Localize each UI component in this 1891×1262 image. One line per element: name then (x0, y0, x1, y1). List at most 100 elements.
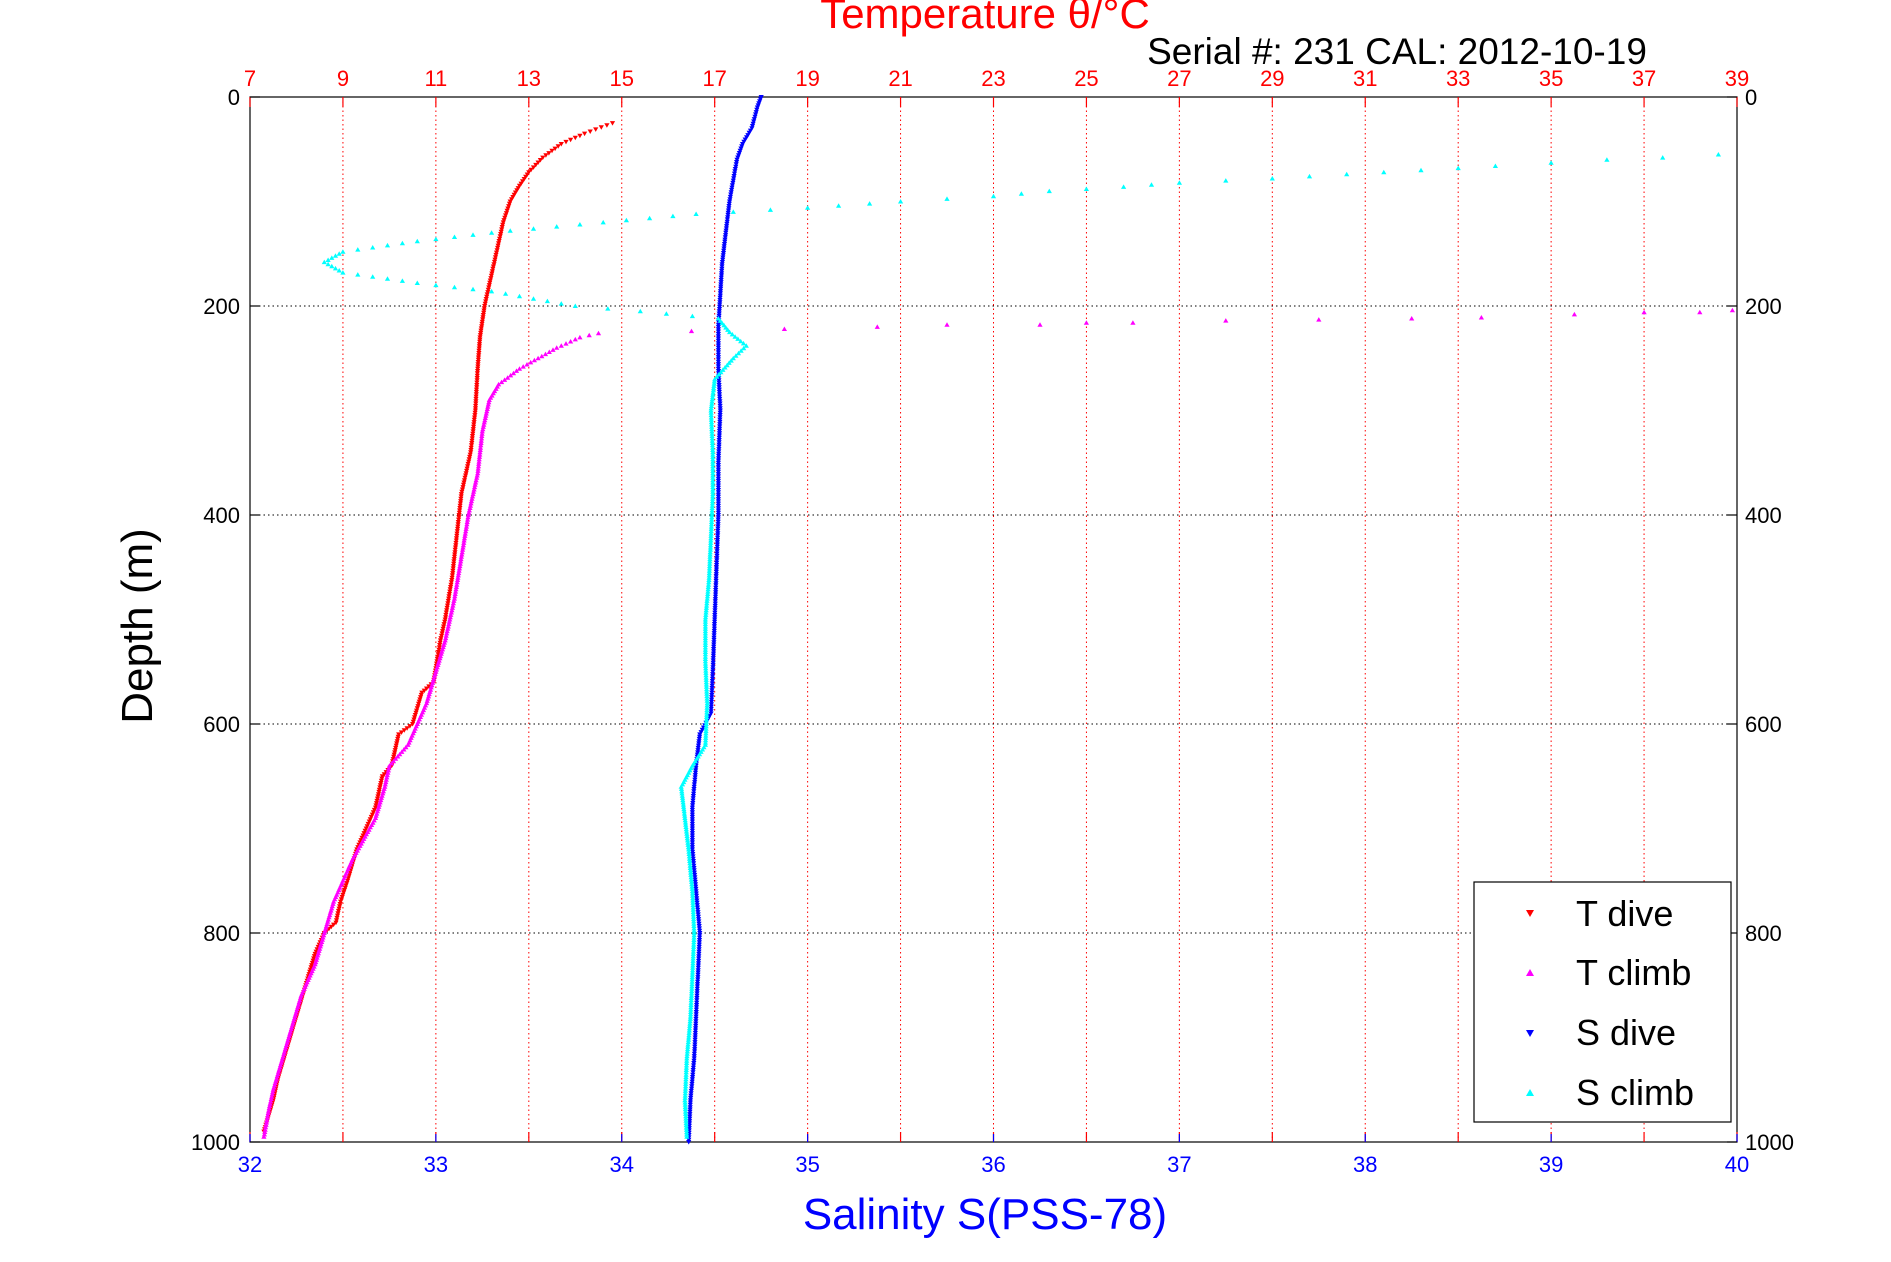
data-point-t-climb (417, 714, 423, 719)
data-point-s-dive (711, 631, 717, 636)
data-point-s-dive (688, 1093, 694, 1099)
data-point-t-dive (396, 732, 402, 737)
data-point-t-climb (366, 827, 372, 832)
data-point-s-climb (689, 988, 695, 994)
data-point-t-climb (280, 1053, 286, 1059)
data-point-s-dive (711, 622, 718, 627)
data-point-s-dive (694, 898, 700, 903)
data-point-s-climb (709, 431, 715, 436)
data-point-s-climb (743, 343, 749, 348)
data-point-s-climb (683, 1079, 689, 1084)
data-point-s-climb (709, 507, 715, 513)
data-point-s-dive (717, 408, 723, 413)
data-point-s-dive (692, 1044, 698, 1050)
data-point-t-climb (450, 600, 456, 606)
data-point-s-climb (690, 895, 696, 901)
data-point-t-dive (334, 915, 340, 921)
data-point-s-dive (717, 396, 723, 402)
data-point-t-dive (496, 241, 502, 246)
data-point-t-climb (455, 572, 461, 578)
data-point-s-climb (684, 1048, 690, 1054)
data-point-t-dive (593, 127, 599, 132)
tick-label-temperature: 11 (424, 66, 447, 91)
data-point-t-climb (453, 584, 459, 589)
data-point-t-dive (393, 743, 399, 749)
data-point-s-climb (703, 663, 709, 668)
data-point-t-dive (465, 464, 471, 469)
data-point-t-dive (439, 631, 445, 636)
data-point-s-climb (682, 1095, 688, 1100)
data-point-s-climb (710, 482, 716, 487)
data-point-s-dive (691, 868, 697, 873)
data-point-s-dive (715, 528, 721, 534)
data-point-s-climb (690, 893, 696, 898)
data-marks (261, 95, 1735, 1145)
tick-label-temperature: 23 (981, 66, 1005, 91)
data-point-t-climb (476, 461, 482, 466)
data-point-t-dive (473, 394, 479, 400)
data-point-s-climb (690, 949, 696, 954)
data-point-s-climb (706, 577, 712, 582)
data-point-t-climb (319, 939, 325, 944)
data-point-s-climb (691, 921, 697, 926)
data-point-s-climb (489, 288, 495, 294)
data-point-s-climb (690, 963, 696, 968)
data-point-s-dive (694, 896, 700, 901)
data-point-t-dive (494, 248, 500, 253)
data-point-s-dive (715, 533, 721, 538)
data-point-t-dive (473, 389, 479, 395)
data-point-t-climb (408, 735, 414, 740)
data-point-t-dive (493, 250, 500, 256)
data-point-t-climb (397, 751, 403, 757)
data-point-s-dive (708, 711, 714, 716)
data-point-t-dive (452, 552, 458, 557)
data-point-t-dive (336, 906, 342, 912)
data-point-s-dive (692, 770, 699, 776)
data-point-t-climb (467, 505, 473, 510)
data-point-t-climb (456, 568, 462, 573)
data-point-t-dive (474, 371, 480, 376)
data-point-t-climb (370, 820, 376, 825)
data-point-s-dive (713, 590, 719, 595)
data-point-t-dive (374, 796, 381, 802)
data-point-t-climb (452, 593, 458, 599)
data-point-s-climb (706, 572, 712, 578)
data-point-t-dive (407, 724, 413, 729)
data-point-s-dive (717, 415, 723, 420)
data-point-t-dive (469, 441, 475, 446)
data-point-s-climb (704, 698, 710, 703)
data-point-s-dive (716, 453, 722, 459)
data-point-t-climb (463, 524, 470, 529)
axis-ticks: 7 9 11 13 15 17 19 21 23 25 27 29 31 33 35 37 39 32 33 34 35… (191, 66, 1794, 1177)
data-point-s-dive (716, 309, 722, 314)
data-point-s-dive (750, 121, 756, 127)
data-point-s-dive (690, 859, 696, 864)
data-point-s-climb (470, 286, 476, 292)
data-point-s-dive (687, 1105, 693, 1110)
data-point-s-climb (710, 475, 716, 480)
data-point-t-dive (474, 385, 480, 390)
data-point-s-dive (689, 824, 695, 829)
series-t-climb (261, 307, 1735, 1139)
data-point-s-dive (717, 422, 723, 427)
data-point-t-dive (471, 422, 477, 427)
data-point-s-dive (731, 171, 738, 177)
data-point-s-climb (710, 470, 716, 476)
data-point-s-climb (709, 517, 715, 522)
data-point-s-climb (340, 249, 346, 254)
data-point-s-dive (696, 956, 702, 961)
data-point-s-climb (709, 424, 715, 429)
data-point-t-climb (393, 756, 399, 761)
data-point-t-dive (503, 211, 509, 216)
data-point-t-climb (344, 869, 350, 874)
data-point-t-dive (475, 362, 481, 367)
data-point-t-climb (341, 875, 347, 881)
data-point-t-climb (335, 889, 341, 895)
data-point-s-climb (704, 593, 711, 599)
data-point-t-climb (477, 449, 483, 455)
data-point-t-climb (315, 950, 321, 956)
data-point-t-dive (457, 506, 463, 511)
data-point-t-dive (449, 575, 455, 581)
data-point-t-climb (406, 740, 412, 745)
data-point-t-climb (334, 892, 340, 897)
